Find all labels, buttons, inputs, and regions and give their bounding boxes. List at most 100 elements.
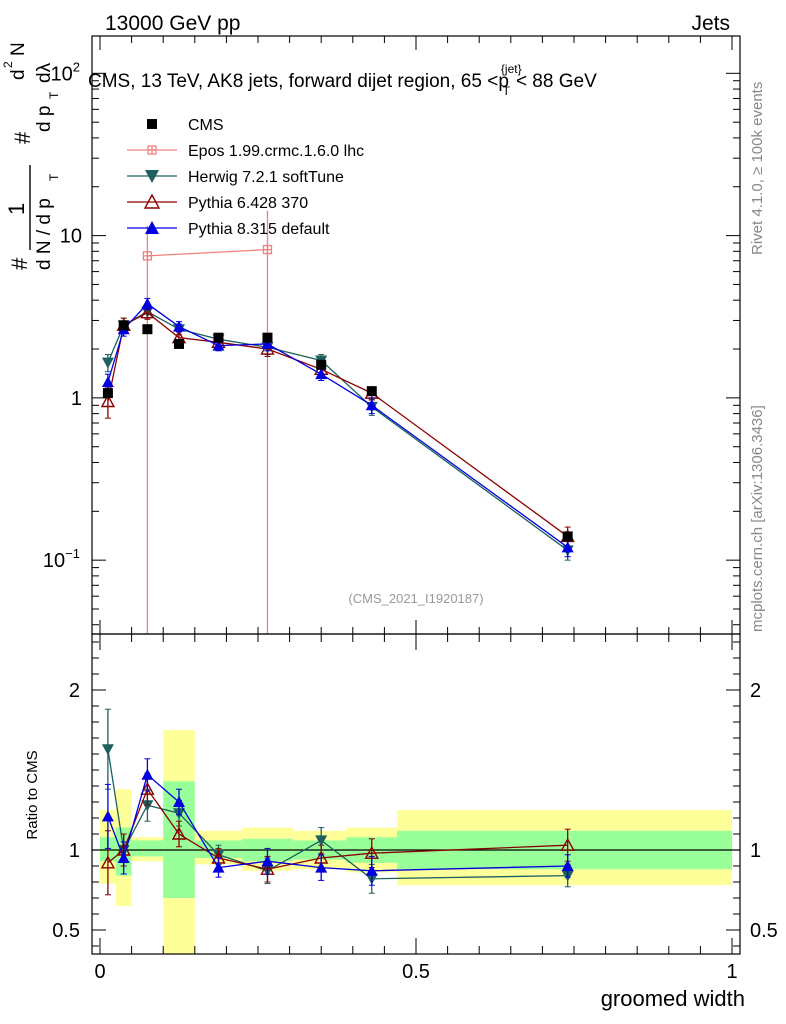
ylabel-d2: d [8, 69, 29, 80]
legend-marker [147, 119, 157, 129]
ratio-ticks: 0 0.5 1 0.5 0.5 1 1 2 2 [52, 634, 778, 983]
ratio-point [101, 810, 114, 822]
ratio-y-tick-label-right: 1 [750, 840, 761, 862]
ratio-point [315, 835, 328, 847]
ylabel-dl: dλ [34, 62, 55, 83]
ratio-point [365, 864, 378, 876]
main-series [100, 210, 575, 634]
ratio-point [141, 768, 154, 780]
ratio-y-tick-label-right: 2 [750, 680, 761, 702]
cms-point [562, 531, 573, 542]
cms-point [262, 332, 273, 343]
chart-title-sup: {jet} [501, 62, 522, 76]
ratio-x-tick-label: 0 [94, 961, 105, 983]
series-point [212, 339, 225, 351]
series-point [101, 357, 114, 369]
ratio-x-tick-label: 1 [726, 961, 737, 983]
mcplots-label: mcplots.cern.ch [arXiv:1306.3436] [749, 405, 766, 632]
chart-title: CMS, 13 TeV, AK8 jets, forward dijet reg… [88, 62, 597, 98]
series-point [315, 368, 328, 380]
main-y-tick-label: 10−1 [43, 546, 80, 572]
series-point [140, 305, 155, 319]
legend-label: Pythia 8.315 default [188, 221, 330, 238]
series-point [561, 541, 574, 553]
ratio-point [140, 781, 155, 795]
cms-point [142, 324, 153, 335]
ylabel-d2-sup: 2 [1, 61, 15, 68]
legend-marker [147, 145, 157, 155]
ylabel-hash: # [7, 257, 32, 270]
series-cms [102, 320, 573, 542]
ratio-point [117, 852, 130, 863]
legend: CMS Epos 1.99.crmc.1.6.0 lhc Herwig 7.2.1 … [127, 117, 364, 238]
series-epos [142, 210, 273, 634]
series-point [100, 394, 116, 408]
process-label: Jets [691, 12, 730, 35]
ratio-point [171, 826, 187, 840]
ratio-series [100, 708, 575, 896]
epos-line [147, 248, 268, 257]
ratio-series-2 [101, 758, 574, 886]
cms-point [213, 332, 224, 343]
ratio-panel: 0 0.5 1 0.5 0.5 1 1 2 2 Ratio to CMS groomed wid… [24, 633, 778, 1011]
main-y-tick-base: 10 [43, 550, 65, 572]
ratio-y-tick-label: 0.5 [52, 920, 80, 942]
legend-marker [145, 170, 159, 183]
ratio-point [100, 855, 116, 869]
legend-marker [145, 221, 159, 234]
ylabel-dp: d p [34, 106, 55, 132]
chart-title-tail: < 88 GeV [516, 71, 597, 92]
ylabel-dp-sub: T [47, 91, 61, 99]
ratio-y-tick-label-right: 0.5 [750, 920, 778, 942]
ratio-point [561, 860, 574, 871]
legend-label: Epos 1.99.crmc.1.6.0 lhc [188, 143, 364, 160]
ratio-point [560, 837, 575, 851]
series-0 [101, 305, 574, 561]
epos-point [262, 244, 273, 255]
ratio-point [315, 861, 328, 873]
ratio-point [212, 861, 225, 873]
ratio-x-tick-label: 0.5 [402, 961, 430, 983]
chart-title-sub: T [503, 84, 511, 98]
main-y-tick-exp: 2 [73, 59, 80, 74]
xlabel: groomed width [601, 986, 745, 1011]
main-ylabel: # 1 d N / d p T # d p T d 2 N dλ [1, 42, 61, 270]
legend-label: CMS [188, 117, 224, 134]
main-y-tick-label: 102 [51, 59, 80, 85]
series-2 [101, 297, 574, 558]
epos-point [142, 251, 153, 261]
ratio-point [261, 855, 274, 867]
main-y-tick-label: 10 [60, 226, 82, 248]
series-point [365, 399, 378, 411]
series-point [141, 297, 154, 309]
analysis-label: (CMS_2021_I1920187) [348, 591, 483, 606]
series-point [101, 376, 114, 388]
legend-label: Pythia 6.428 370 [188, 195, 308, 212]
series-1 [100, 305, 575, 548]
cms-point [174, 338, 184, 349]
series-point [173, 320, 185, 332]
ylabel-n: N [8, 42, 29, 56]
legend-label: Herwig 7.2.1 softTune [188, 169, 344, 186]
ylabel-dn: d N / d p [34, 198, 55, 270]
cms-point [102, 388, 113, 399]
ylabel-one: 1 [4, 203, 29, 215]
ratio-point [173, 796, 185, 807]
chart-title-main: CMS, 13 TeV, AK8 jets, forward dijet reg… [88, 71, 509, 92]
series-point [261, 337, 274, 349]
ratio-bands [92, 730, 740, 954]
ylabel-dn-sub: T [47, 173, 61, 181]
main-y-tick-base: 10 [60, 226, 82, 248]
energy-label: 13000 GeV pp [105, 12, 240, 35]
ylabel-hash2: # [10, 131, 35, 144]
main-y-tick-base: 10 [51, 63, 73, 85]
cms-point [366, 386, 377, 397]
ratio-y-tick-label: 1 [69, 840, 80, 862]
cms-point [316, 359, 327, 370]
ratio-band-green [131, 840, 164, 857]
main-y-tick-exp: −1 [65, 546, 80, 561]
main-y-tick-label: 1 [71, 388, 82, 410]
ratio-y-tick-label: 2 [69, 680, 80, 702]
